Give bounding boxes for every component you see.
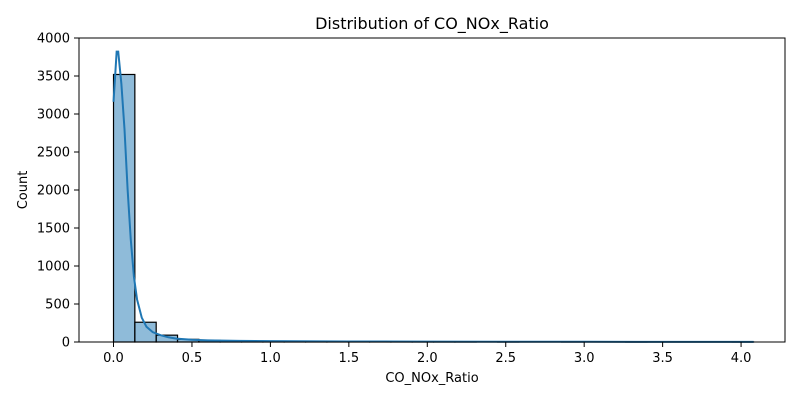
x-axis: 0.0 0.5 1.0 1.5 2.0 2.5 3.0 3.5 4.0	[103, 342, 751, 366]
x-tick-label: 0.0	[103, 351, 124, 366]
x-tick-label: 4.0	[731, 351, 752, 366]
x-tick-label: 3.0	[574, 351, 595, 366]
x-tick-label: 1.5	[339, 351, 360, 366]
x-tick-label: 2.0	[417, 351, 438, 366]
y-tick-label: 500	[45, 298, 70, 313]
x-tick-label: 0.5	[182, 351, 203, 366]
y-axis-label: Count	[16, 171, 31, 210]
plot-frame	[78, 37, 786, 343]
y-tick-label: 1500	[37, 222, 70, 237]
y-tick-label: 2000	[37, 184, 70, 199]
chart-title: Distribution of CO_NOx_Ratio	[315, 14, 549, 34]
histogram-bars	[112, 73, 755, 343]
x-axis-label: CO_NOx_Ratio	[385, 371, 478, 386]
x-tick-label: 1.0	[260, 351, 281, 366]
y-axis: 0 500 1000 1500 2000 2500 3000 3500 4000	[37, 32, 79, 351]
y-tick-label: 0	[62, 336, 70, 351]
y-tick-label: 4000	[37, 32, 70, 47]
y-tick-label: 3500	[37, 70, 70, 85]
y-tick-label: 3000	[37, 108, 70, 123]
x-tick-label: 3.5	[652, 351, 673, 366]
y-tick-label: 1000	[37, 260, 70, 275]
x-tick-label: 2.5	[495, 351, 516, 366]
y-tick-label: 2500	[37, 146, 70, 161]
kde-curve	[112, 50, 754, 343]
